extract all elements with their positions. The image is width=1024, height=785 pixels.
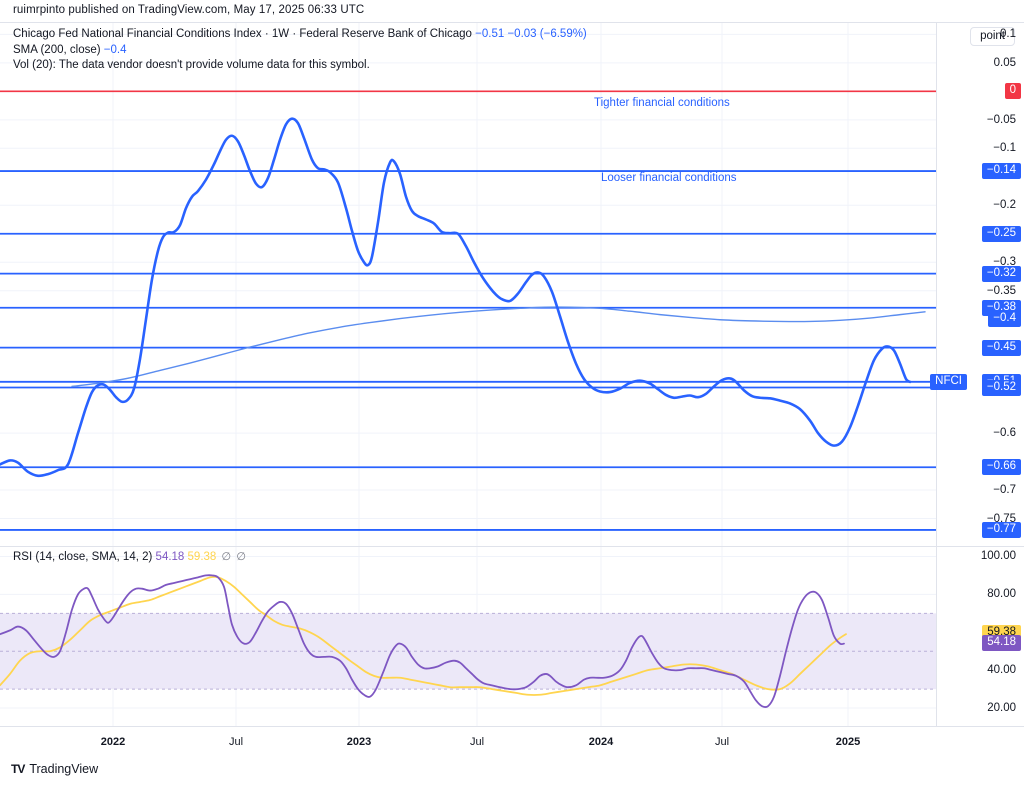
- circle-slash-icon[interactable]: ∅: [236, 551, 246, 563]
- price-tick-label: −0.35: [986, 284, 1016, 297]
- rsi-tick-label: 40.00: [987, 664, 1016, 677]
- annotation-tighter-conditions: Tighter financial conditions: [594, 97, 730, 109]
- annotation-looser-conditions: Looser financial conditions: [601, 172, 737, 184]
- price-tick-label: −0.7: [993, 484, 1016, 497]
- legend-sma-label: SMA (200, close): [13, 43, 101, 56]
- main-plot-area[interactable]: Chicago Fed National Financial Condition…: [0, 23, 936, 547]
- time-axis-label: Jul: [714, 736, 730, 748]
- price-tick-label: −0.1: [993, 142, 1016, 155]
- main-legend: Chicago Fed National Financial Condition…: [13, 27, 587, 74]
- price-unit-button[interactable]: point: [970, 27, 1015, 46]
- rsi-series-svg: [0, 547, 936, 727]
- legend-change-abs: −0.03: [507, 28, 537, 40]
- series-tag-nfci[interactable]: NFCI: [930, 373, 967, 390]
- price-axis[interactable]: point 0.1 0.05 −0.05 −0.1 −0.2 −0.3 −0.35 −0.6 −…: [930, 23, 1024, 547]
- price-series-svg: [0, 23, 936, 547]
- price-tick-label: −0.3: [993, 256, 1016, 269]
- publish-credit-line: ruimrpinto published on TradingView.com,…: [13, 4, 365, 16]
- price-badge[interactable]: −0.77: [981, 521, 1021, 538]
- legend-sma-value: −0.4: [103, 43, 127, 56]
- legend-change-pct: (−6.59%): [539, 28, 587, 40]
- tradingview-logo-text: TradingView: [29, 762, 99, 776]
- price-badge[interactable]: −0.45: [981, 339, 1021, 356]
- price-badge[interactable]: −0.14: [981, 163, 1021, 180]
- time-axis[interactable]: 2022 Jul 2023 Jul 2024 Jul 2025: [0, 726, 1024, 758]
- legend-last-value: −0.51: [475, 28, 505, 40]
- price-badge[interactable]: −0.66: [981, 459, 1021, 476]
- rsi-tick-label: 80.00: [987, 588, 1016, 601]
- price-badge[interactable]: −0.52: [981, 379, 1021, 396]
- rsi-legend-sma-value: 59.38: [187, 551, 217, 563]
- rsi-tick-label: 100.00: [980, 550, 1016, 563]
- price-tick-label: −0.2: [993, 199, 1016, 212]
- legend-row-volume: Vol (20): The data vendor doesn't provid…: [13, 58, 587, 74]
- tradingview-logo-mark: TV: [11, 762, 25, 776]
- chart-frame: Chicago Fed National Financial Condition…: [0, 22, 1024, 757]
- time-axis-label: 2024: [588, 736, 614, 748]
- price-badge[interactable]: −0.25: [981, 225, 1021, 242]
- price-tick-label: −0.05: [986, 113, 1016, 126]
- time-axis-label: 2022: [100, 736, 126, 748]
- price-tick-label: −0.6: [993, 427, 1016, 440]
- price-badge[interactable]: 0: [1004, 83, 1021, 100]
- time-axis-label: 2023: [346, 736, 372, 748]
- rsi-plot-area[interactable]: RSI (14, close, SMA, 14, 2) 54.18 59.38 …: [0, 547, 936, 727]
- rsi-axis[interactable]: 100.00 80.00 40.00 20.00 59.38 54.18: [936, 547, 1024, 727]
- price-badge[interactable]: −0.32: [981, 265, 1021, 282]
- rsi-pane[interactable]: RSI (14, close, SMA, 14, 2) 54.18 59.38 …: [0, 546, 1024, 727]
- time-axis-label: Jul: [228, 736, 244, 748]
- tradingview-logo: TV TradingView: [11, 762, 98, 776]
- legend-row-sma: SMA (200, close) −0.4: [13, 43, 587, 59]
- rsi-legend-value: 54.18: [155, 551, 185, 563]
- rsi-badge[interactable]: 54.18: [982, 635, 1021, 652]
- legend-series-title: Chicago Fed National Financial Condition…: [13, 28, 472, 40]
- legend-row-series: Chicago Fed National Financial Condition…: [13, 27, 587, 43]
- rsi-tick-label: 20.00: [987, 702, 1016, 715]
- circle-slash-icon[interactable]: ∅: [221, 551, 232, 563]
- rsi-legend-title: RSI (14, close, SMA, 14, 2): [13, 551, 153, 563]
- rsi-legend: RSI (14, close, SMA, 14, 2) 54.18 59.38 …: [13, 550, 246, 563]
- legend-volume-note: Vol (20): The data vendor doesn't provid…: [13, 59, 370, 71]
- price-tick-label: 0.1: [1000, 28, 1016, 41]
- time-axis-label: 2025: [835, 736, 861, 748]
- price-tick-label: 0.05: [993, 56, 1016, 69]
- price-badge[interactable]: −0.4: [988, 311, 1021, 328]
- main-price-pane[interactable]: Chicago Fed National Financial Condition…: [0, 22, 1024, 547]
- time-axis-label: Jul: [469, 736, 485, 748]
- price-tick-label: −0.75: [986, 512, 1016, 525]
